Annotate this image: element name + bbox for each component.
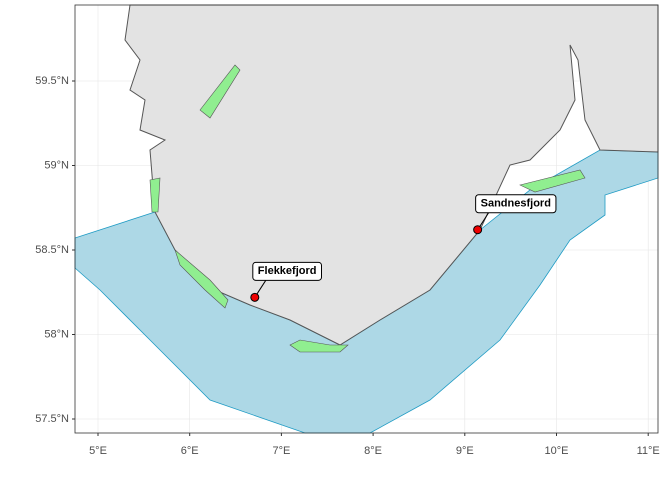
lat-tick-label: 58°N bbox=[44, 328, 69, 340]
lon-tick-label: 8°E bbox=[364, 445, 382, 457]
place-label: Sandnesfjord bbox=[475, 194, 557, 214]
lon-tick-label: 11°E bbox=[637, 445, 660, 457]
place-label: Flekkefjord bbox=[252, 261, 322, 281]
label-box bbox=[252, 261, 322, 281]
lon-tick-label: 10°E bbox=[545, 445, 569, 457]
lat-tick-label: 58.5°N bbox=[35, 244, 69, 256]
label-box bbox=[475, 194, 557, 214]
protected-coast bbox=[519, 169, 586, 193]
lon-tick-label: 7°E bbox=[272, 445, 290, 457]
panel-border bbox=[74, 4, 659, 434]
lon-tick-label: 5°E bbox=[89, 445, 107, 457]
place-name: Flekkefjord bbox=[258, 265, 317, 277]
lat-tick-label: 59.5°N bbox=[35, 75, 69, 87]
place-marker bbox=[473, 225, 483, 235]
protected-coast bbox=[289, 339, 349, 353]
protected-coast bbox=[199, 64, 241, 119]
protected-coast bbox=[149, 177, 161, 213]
protected-coast bbox=[174, 249, 229, 309]
lat-tick-label: 57.5°N bbox=[35, 413, 69, 425]
lon-tick-label: 9°E bbox=[456, 445, 474, 457]
lon-tick-label: 6°E bbox=[181, 445, 199, 457]
place-marker bbox=[250, 292, 260, 302]
land bbox=[124, 4, 659, 346]
place-name: Sandnesfjord bbox=[481, 198, 551, 210]
lat-tick-label: 59°N bbox=[44, 159, 69, 171]
